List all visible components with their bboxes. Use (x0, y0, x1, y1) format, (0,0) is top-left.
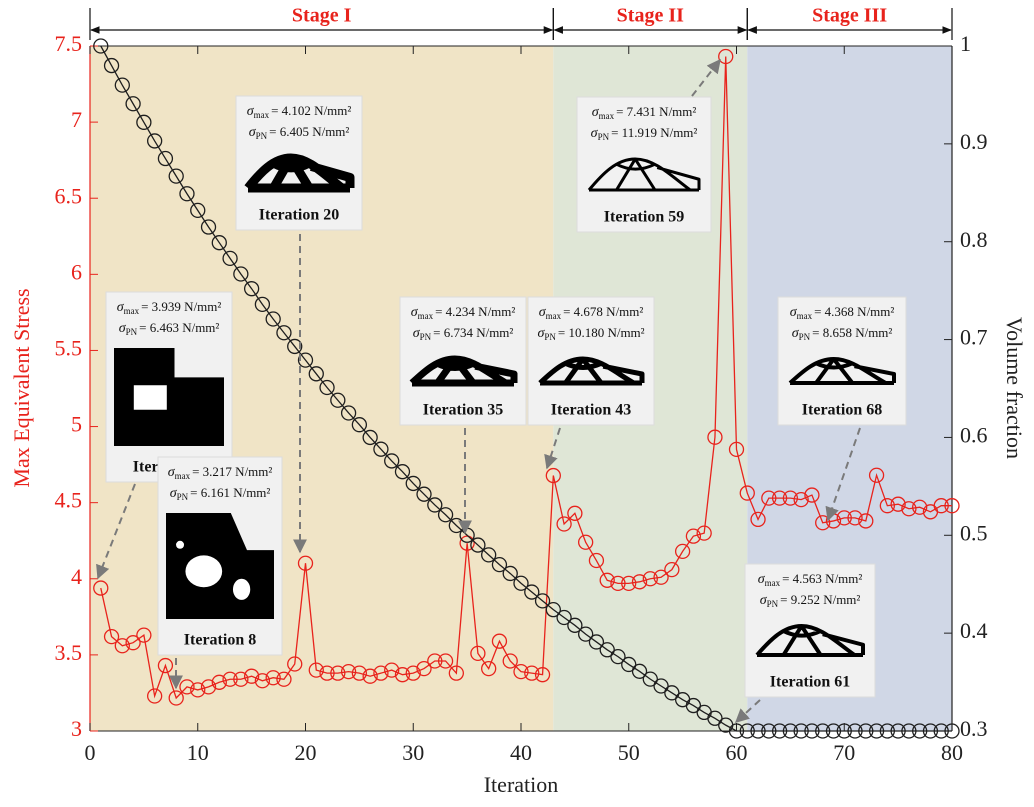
y-tick-label: 6 (71, 259, 82, 284)
page: {"chart_data": { "type": "line", "xlabel… (0, 0, 1034, 807)
sigma-subscript: PN (126, 327, 138, 337)
y2-axis-title: Volume fraction (1002, 317, 1027, 459)
stage-label: Stage II (617, 5, 684, 27)
annotation-value: = 10.180 N/mm² (558, 325, 645, 340)
y-tick-label: 7.5 (55, 31, 83, 56)
thumbnail-hole (134, 385, 167, 410)
x-tick-label: 40 (510, 740, 532, 765)
annotation-label: Iteration 43 (551, 402, 631, 419)
x-tick-label: 80 (941, 740, 963, 765)
annotation-value: = 4.563 N/mm² (782, 571, 862, 586)
sigma-subscript: max (418, 311, 434, 321)
annotation-value: = 3.217 N/mm² (192, 464, 272, 479)
sigma-subscript: PN (799, 332, 811, 342)
y2-tick-label: 0.8 (960, 227, 988, 252)
sigma-subscript: PN (420, 332, 432, 342)
sigma-subscript: max (797, 311, 813, 321)
y-axis-title: Max Equivalent Stress (9, 288, 34, 487)
y-tick-label: 3 (71, 716, 82, 741)
y-tick-label: 6.5 (55, 183, 83, 208)
annotation-label: Iteration 35 (423, 402, 503, 419)
y-tick-label: 3.5 (55, 640, 83, 665)
x-tick-label: 20 (295, 740, 317, 765)
y-tick-label: 7 (71, 107, 82, 132)
annotation-value: = 11.919 N/mm² (611, 125, 697, 140)
annotation-label: Iteration 61 (770, 674, 850, 691)
x-tick-label: 30 (402, 740, 424, 765)
sigma-subscript: PN (177, 492, 189, 502)
annotation-value: = 4.678 N/mm² (563, 304, 643, 319)
annotation-value: = 6.734 N/mm² (433, 325, 513, 340)
annotation-label: Iteration 8 (184, 632, 256, 649)
annotation-label: Iteration 59 (604, 209, 684, 226)
sigma-subscript: PN (544, 332, 556, 342)
y2-tick-label: 0.7 (960, 325, 988, 350)
sigma-subscript: PN (598, 132, 610, 142)
annotation-value: = 7.431 N/mm² (616, 104, 696, 119)
thumbnail-hole (233, 579, 250, 600)
x-axis-title: Iteration (484, 772, 559, 797)
sigma-subscript: max (124, 306, 140, 316)
y-tick-label: 4.5 (55, 488, 83, 513)
x-tick-label: 60 (726, 740, 748, 765)
annotation-label: Iteration 68 (802, 402, 882, 419)
sigma-subscript: max (599, 111, 615, 121)
y2-tick-label: 1 (960, 31, 971, 56)
chart: Iteration Max Equivalent Stress Volume f… (0, 0, 1034, 807)
y2-tick-label: 0.6 (960, 422, 988, 447)
x-tick-label: 10 (187, 740, 209, 765)
annotation-value: = 4.234 N/mm² (435, 304, 515, 319)
y2-tick-label: 0.3 (960, 716, 988, 741)
sigma-subscript: max (175, 471, 191, 481)
annotation-value: = 6.161 N/mm² (190, 485, 270, 500)
annotation-value: = 6.463 N/mm² (139, 320, 219, 335)
thumbnail-hole (185, 555, 222, 587)
y-tick-label: 5 (71, 412, 82, 437)
annotation-label: Iteration 20 (259, 207, 339, 224)
y2-tick-label: 0.5 (960, 520, 988, 545)
annotation-value: = 8.658 N/mm² (812, 325, 892, 340)
annotation-value: = 4.102 N/mm² (271, 103, 351, 118)
thumbnail-hole (176, 541, 184, 549)
x-tick-label: 70 (833, 740, 855, 765)
sigma-subscript: PN (767, 599, 779, 609)
annotation-value: = 3.939 N/mm² (141, 299, 221, 314)
x-tick-label: 50 (618, 740, 640, 765)
annotation-value: = 9.252 N/mm² (780, 592, 860, 607)
sigma-subscript: max (546, 311, 562, 321)
sigma-subscript: max (765, 578, 781, 588)
y-tick-label: 5.5 (55, 335, 83, 360)
y-tick-label: 4 (71, 564, 82, 589)
y2-tick-label: 0.9 (960, 129, 988, 154)
y2-tick-label: 0.4 (960, 618, 988, 643)
x-tick-label: 0 (85, 740, 96, 765)
stage-label: Stage III (812, 5, 887, 27)
stage-label: Stage I (292, 5, 352, 27)
sigma-subscript: max (254, 110, 270, 120)
annotation-value: = 4.368 N/mm² (814, 304, 894, 319)
annotation-value: = 6.405 N/mm² (269, 124, 349, 139)
sigma-subscript: PN (256, 131, 268, 141)
